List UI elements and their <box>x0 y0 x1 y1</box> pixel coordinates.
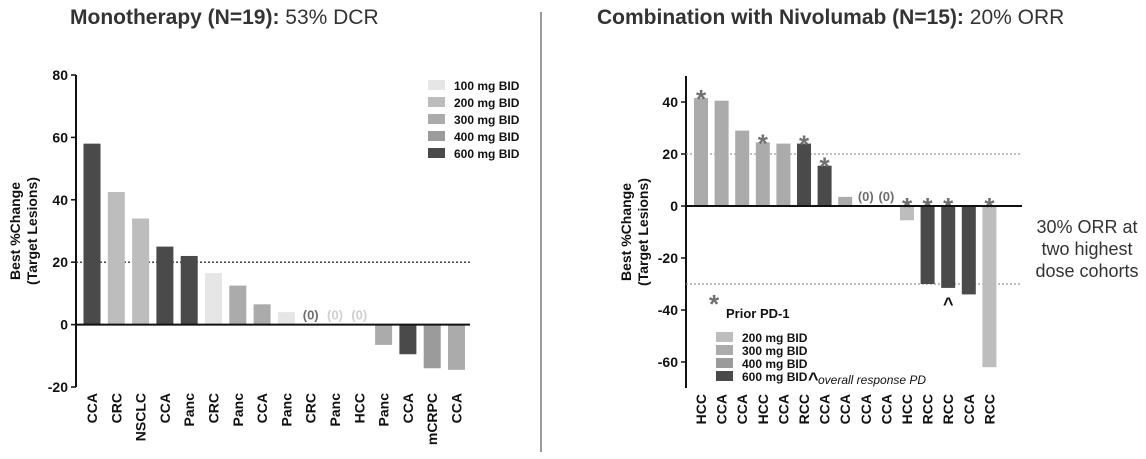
combo-category-label: RCC <box>940 394 956 424</box>
combo-category-label: CCA <box>837 394 853 424</box>
side-note-line-3: dose cohorts <box>1028 260 1146 282</box>
side-note-line-2: two highest <box>1028 238 1146 260</box>
combo-category-label: RCC <box>981 394 997 424</box>
combo-legend-label: 600 mg BID <box>742 370 808 384</box>
combo-category-label: CCA <box>878 394 894 424</box>
combo-zero-label: (0) <box>858 189 874 204</box>
combo-prior-pd1-key-asterisk: * <box>709 289 720 319</box>
combo-y-axis-label: Best %Change (Target Lesions) <box>618 178 651 286</box>
combo-overall-pd-caret: ^ <box>943 294 954 314</box>
combo-y-tick-label: -60 <box>658 354 678 370</box>
combo-y-axis-label-line: Best %Change <box>618 183 634 281</box>
combo-prior-pd1-asterisk: * <box>820 152 831 182</box>
combo-y-tick-label: 20 <box>662 146 678 162</box>
combo-legend-swatch <box>716 332 733 342</box>
combo-category-label: CCA <box>817 394 833 424</box>
combo-prior-pd1-asterisk: * <box>696 84 707 114</box>
combo-category-label: CCA <box>961 394 977 424</box>
combo-prior-pd1-asterisk: * <box>799 130 810 160</box>
combo-category-label: HCC <box>755 394 771 424</box>
combo-legend-label: 300 mg BID <box>742 344 808 358</box>
combo-legend-swatch <box>716 345 733 355</box>
combo-bar <box>962 206 976 294</box>
combo-category-label: CCA <box>734 394 750 424</box>
combo-zero-label: (0) <box>878 189 894 204</box>
combo-category-label: CCA <box>858 394 874 424</box>
combo-bar <box>694 98 708 206</box>
combo-bar <box>982 206 996 367</box>
combo-bar <box>735 131 749 206</box>
combo-y-axis-label-line: (Target Lesions) <box>635 178 651 286</box>
combo-bar <box>838 197 852 206</box>
combo-y-tick-label: 0 <box>670 198 678 214</box>
combo-category-label: HCC <box>693 394 709 424</box>
side-note-line-1: 30% ORR at <box>1028 216 1146 238</box>
combo-category-label: HCC <box>899 394 915 424</box>
combo-prior-pd1-asterisk: * <box>758 128 769 158</box>
combo-category-label: RCC <box>796 394 812 424</box>
combo-y-tick-label: -40 <box>658 302 678 318</box>
combo-category-label: RCC <box>920 394 936 424</box>
combo-bar <box>776 144 790 206</box>
combo-y-tick-label: -20 <box>658 250 678 266</box>
combo-bar <box>715 101 729 206</box>
combo-legend-label: 200 mg BID <box>742 331 808 345</box>
combo-legend-swatch <box>716 371 733 381</box>
orr-side-note: 30% ORR at two highest dose cohorts <box>1028 216 1146 282</box>
combo-legend-swatch <box>716 358 733 368</box>
combo-y-tick-label: 40 <box>662 94 678 110</box>
combo-overall-pd-key-label: overall response PD <box>818 373 926 387</box>
combo-category-label: CCA <box>775 394 791 424</box>
combo-category-label: CCA <box>714 394 730 424</box>
combo-prior-pd1-key-label: Prior PD-1 <box>726 306 790 321</box>
combo-legend-label: 400 mg BID <box>742 357 808 371</box>
